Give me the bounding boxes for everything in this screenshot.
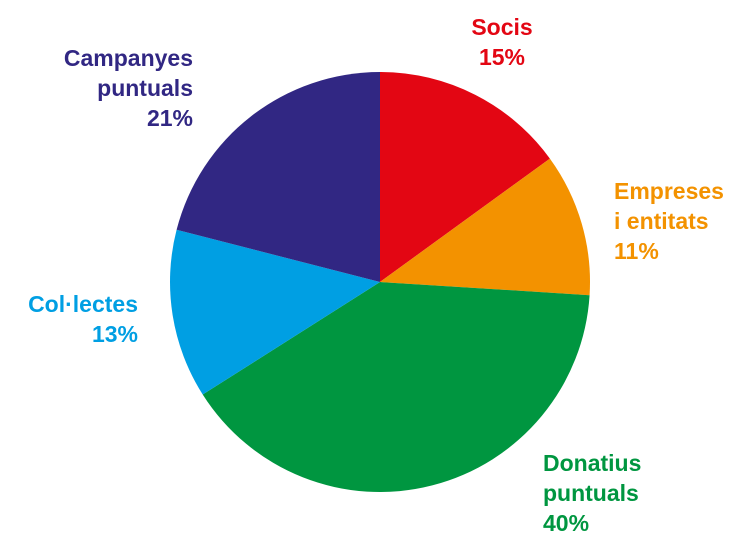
label-donatius-puntuals: Donatius puntuals 40%	[543, 448, 641, 538]
slice-label-name: Empreses	[614, 178, 724, 204]
slice-label-name: puntuals	[97, 75, 193, 101]
slice-label-name: Col·lectes	[28, 291, 138, 317]
pie-slice-col-lectes	[170, 229, 380, 395]
pie-slice-campanyes-puntuals	[176, 72, 380, 282]
slice-label-value: 11%	[614, 238, 659, 264]
slice-label-value: 13%	[91, 321, 138, 347]
slice-label-name: puntuals	[543, 480, 639, 506]
slice-label-name: Campanyes	[63, 45, 193, 71]
pie-slice-donatius-puntuals	[202, 282, 590, 493]
slice-label-value: 40%	[543, 510, 590, 536]
label-socis: Socis 15%	[462, 12, 542, 72]
label-empreses-entitats: Empreses i entitats 11%	[614, 176, 724, 266]
slice-label-value: 15%	[478, 44, 526, 70]
pie-slices	[170, 72, 591, 493]
slice-label-name: Donatius	[543, 450, 642, 476]
slice-label-value: 21%	[146, 105, 193, 131]
label-campanyes-puntuals: Campanyes puntuals 21%	[0, 43, 193, 133]
pie-slice-empreses-i-entitats	[380, 158, 591, 296]
slice-label-name: i entitats	[614, 208, 709, 234]
slice-label-name: Socis	[471, 14, 533, 40]
label-collectes: Col·lectes 13%	[0, 289, 138, 349]
pie-slice-socis	[380, 72, 550, 282]
